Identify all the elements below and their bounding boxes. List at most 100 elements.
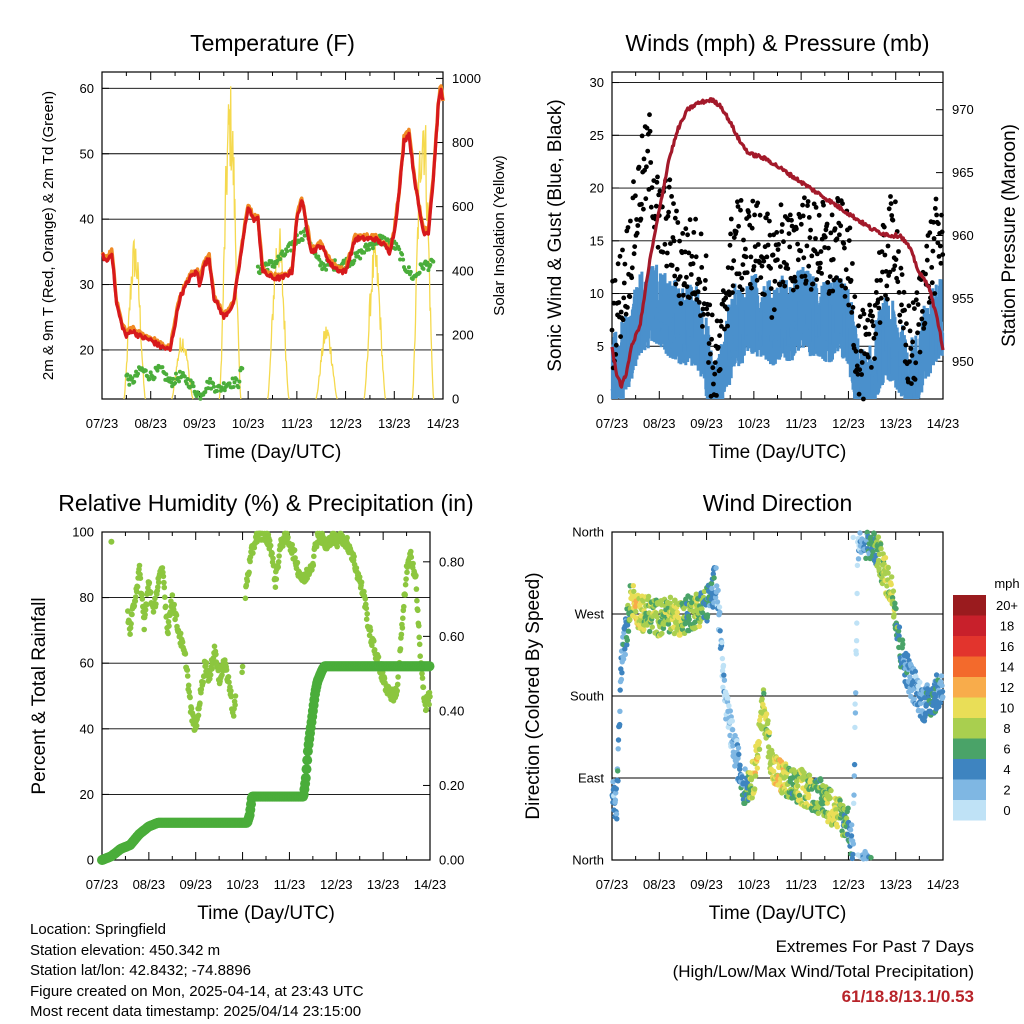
y-right-tick-label: 0.20 — [439, 778, 464, 793]
gust-point — [859, 360, 865, 365]
gust-point — [780, 279, 786, 285]
latlon-text: Station lat/lon: 42.8432; -74.8896 — [30, 962, 252, 980]
solar-curve — [171, 337, 194, 400]
rh-point — [413, 572, 419, 579]
y-right-tick-label: 0 — [452, 392, 459, 407]
direction-point — [851, 792, 857, 798]
rh-point — [398, 631, 405, 638]
rh-point — [266, 537, 273, 544]
rh-point — [415, 607, 421, 614]
gust-point — [867, 302, 872, 308]
dewpoint-point — [222, 388, 227, 393]
gust-point — [747, 281, 753, 287]
x-tick-label: 11/23 — [274, 877, 306, 892]
gust-point — [899, 272, 905, 277]
direction-point — [620, 656, 627, 662]
gust-point — [664, 263, 670, 269]
gust-point — [909, 353, 915, 358]
gust-point — [704, 306, 710, 312]
elevation-text: Station elevation: 450.342 m — [30, 941, 221, 959]
gust-point — [772, 278, 778, 284]
gust-point — [660, 249, 666, 255]
direction-point — [730, 743, 736, 749]
gust-point — [818, 260, 823, 266]
gust-point — [870, 313, 875, 319]
direction-point — [851, 761, 858, 768]
gust-point — [877, 320, 883, 325]
gust-point — [839, 283, 845, 289]
rh-point — [127, 631, 133, 637]
direction-point — [717, 628, 723, 634]
gust-point — [837, 232, 842, 238]
gust-point — [709, 312, 715, 318]
gust-point — [620, 247, 625, 253]
x-tick-label: 07/23 — [86, 877, 119, 892]
direction-point — [933, 672, 940, 678]
dewpoint-point — [221, 381, 226, 386]
direction-point — [890, 588, 897, 594]
gust-point — [805, 203, 810, 209]
rh-point — [165, 619, 172, 625]
direction-point — [755, 754, 761, 761]
gust-point — [926, 300, 932, 305]
direction-point — [827, 795, 833, 801]
rh-point — [162, 594, 168, 600]
gust-point — [860, 307, 866, 313]
direction-point — [739, 774, 745, 780]
direction-point — [719, 655, 726, 662]
gust-point — [798, 221, 804, 227]
y-axis-label: 2m & 9m T (Red, Orange) & 2m Td (Green) — [40, 91, 57, 380]
gust-point — [781, 239, 786, 245]
direction-point — [693, 591, 699, 597]
x-tick-label: 13/23 — [367, 877, 400, 892]
gust-point — [876, 305, 882, 311]
dewpoint-point — [185, 377, 190, 381]
gust-point — [727, 242, 733, 248]
gust-point — [932, 206, 938, 211]
dewpoint-point — [184, 381, 189, 386]
gust-point — [857, 367, 863, 373]
x-axis-label: Time (Day/UTC) — [197, 903, 335, 924]
gust-point — [678, 301, 684, 306]
direction-point — [622, 651, 628, 658]
gust-point — [613, 342, 619, 348]
rh-point — [292, 555, 298, 561]
direction-point — [839, 828, 845, 834]
gust-point — [625, 225, 631, 230]
rh-point — [239, 663, 246, 670]
x-axis-label: Time (Day/UTC) — [204, 442, 342, 463]
rh-point — [273, 576, 280, 582]
rh-point — [184, 667, 191, 673]
dewpoint-point — [177, 379, 181, 384]
x-tick-label: 10/23 — [738, 877, 771, 892]
direction-point — [859, 536, 865, 542]
x-tick-label: 11/23 — [785, 877, 817, 892]
gust-point — [873, 290, 879, 295]
gust-point — [639, 201, 644, 207]
gust-point — [931, 219, 936, 225]
x-tick-label: 10/23 — [232, 416, 265, 431]
rh-point — [364, 611, 371, 617]
direction-point — [686, 616, 692, 623]
gust-point — [932, 291, 938, 296]
rh-point — [184, 673, 191, 679]
legend-swatch — [953, 595, 986, 616]
direction-point — [795, 783, 801, 789]
gust-point — [850, 261, 855, 266]
gust-point — [618, 334, 623, 339]
rh-point — [108, 538, 115, 545]
y-right-tick-label: 965 — [952, 165, 974, 180]
gust-point — [933, 196, 939, 202]
dewpoint-point — [173, 381, 178, 385]
dewpoint-point — [147, 377, 152, 381]
rh-point — [417, 653, 424, 659]
recent-text: Most recent data timestamp: 2025/04/14 2… — [30, 1003, 362, 1021]
direction-point — [725, 695, 731, 701]
gust-point — [674, 266, 680, 272]
x-tick-label: 14/23 — [414, 877, 447, 892]
y-tick-label: 30 — [80, 277, 94, 292]
direction-point — [818, 777, 824, 784]
gust-point — [631, 179, 636, 185]
direction-point — [850, 534, 856, 541]
rh-point — [211, 643, 218, 650]
